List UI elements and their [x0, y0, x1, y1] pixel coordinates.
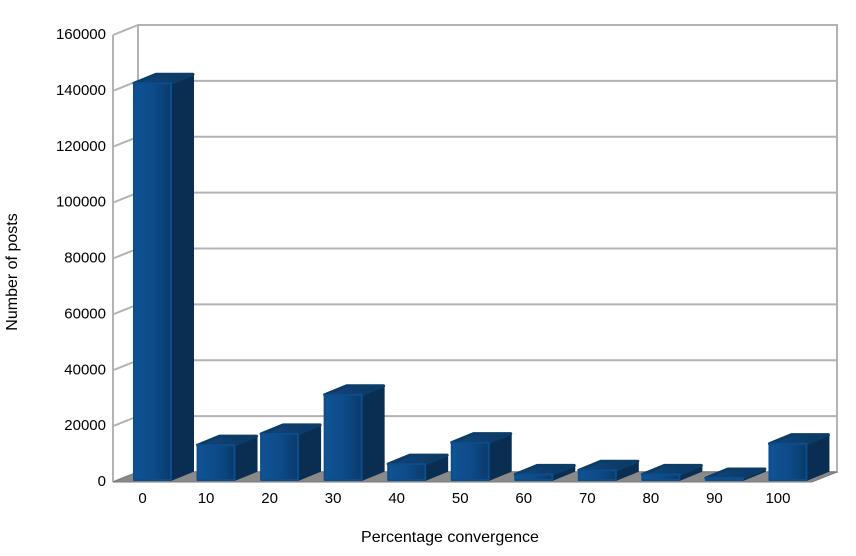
bar-front-face — [577, 469, 617, 481]
x-category-label: 60 — [515, 490, 532, 507]
bar-front-face — [260, 432, 300, 481]
bar-front-face — [768, 442, 808, 481]
x-category-label: 40 — [388, 490, 405, 507]
x-category-label: 10 — [198, 490, 215, 507]
bar-80 — [640, 463, 703, 481]
bar-100 — [767, 433, 830, 481]
y-tick-label: 160000 — [56, 26, 106, 43]
bar-70 — [577, 459, 640, 481]
bar-40 — [386, 453, 449, 481]
bar-side-face — [360, 384, 385, 481]
bar-front-face — [514, 473, 554, 481]
bar-0 — [132, 72, 195, 481]
bar-50 — [450, 432, 513, 481]
x-category-label: 20 — [261, 490, 278, 507]
bar-front-face — [450, 441, 490, 481]
y-tick-label: 120000 — [56, 138, 106, 155]
y-axis-title: Number of posts — [4, 213, 21, 330]
bar-front-face — [196, 444, 236, 481]
y-tick-label: 80000 — [64, 250, 106, 267]
x-category-label: 0 — [138, 490, 146, 507]
x-category-label: 70 — [579, 490, 596, 507]
x-category-label: 80 — [643, 490, 660, 507]
bar-90 — [704, 467, 767, 481]
y-tick-label: 20000 — [64, 417, 106, 434]
y-tick-label: 100000 — [56, 194, 106, 211]
bar-side-face — [170, 73, 194, 481]
y-tick-label: 140000 — [56, 82, 106, 99]
bar-front-face — [704, 477, 744, 481]
x-category-label: 100 — [765, 490, 790, 507]
bar-10 — [196, 434, 259, 481]
x-category-label: 90 — [706, 490, 723, 507]
y-tick-label: 0 — [98, 473, 106, 490]
y-tick-label: 60000 — [64, 305, 106, 322]
y-tick-label: 40000 — [64, 361, 106, 378]
x-category-label: 30 — [325, 490, 342, 507]
bar-front-face — [387, 463, 427, 481]
bar-30 — [323, 384, 386, 481]
bar-front-face — [323, 393, 363, 481]
bar-60 — [513, 463, 576, 481]
bar-20 — [259, 423, 322, 481]
bar-front-face — [133, 82, 172, 481]
bar-front-face — [641, 473, 681, 481]
y-axis-tick — [112, 24, 139, 36]
x-axis-title: Percentage convergence — [361, 529, 539, 546]
x-category-label: 50 — [452, 490, 469, 507]
